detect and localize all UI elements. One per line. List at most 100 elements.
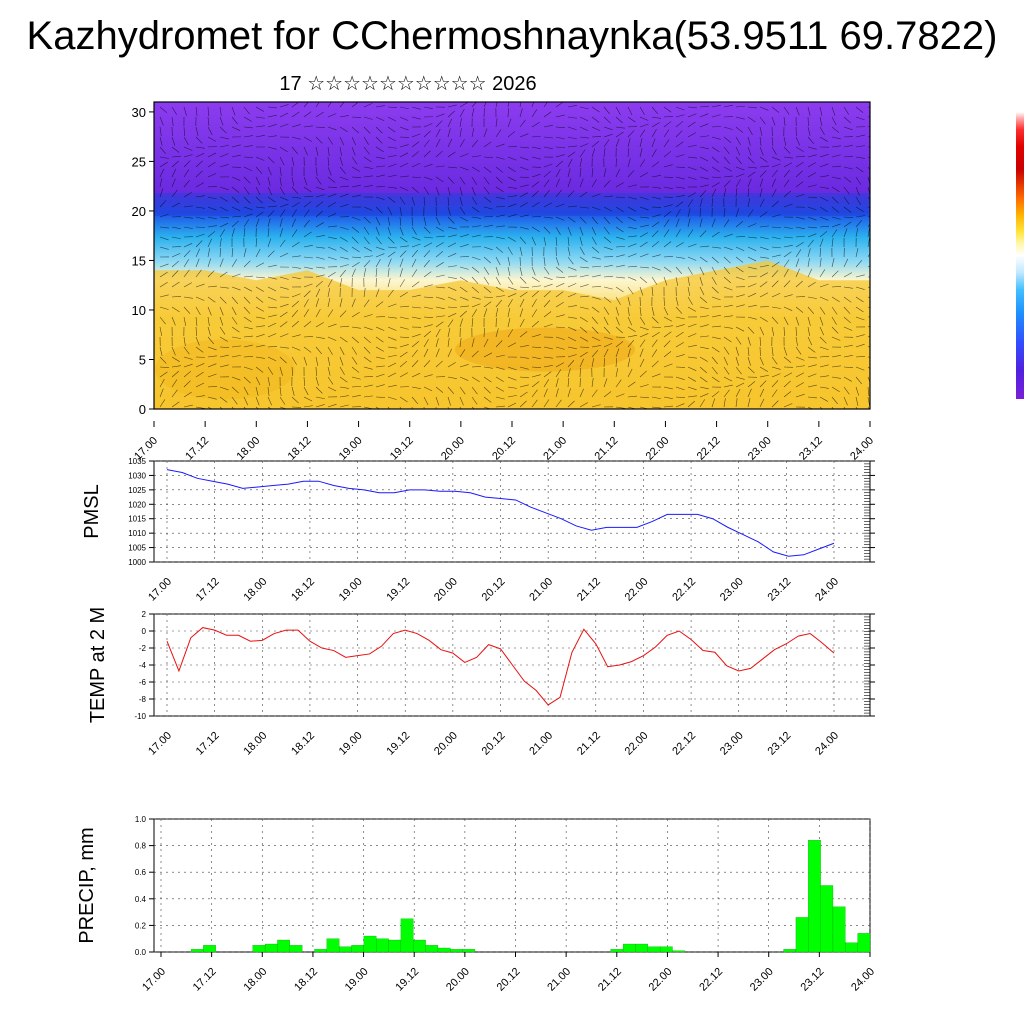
wind-barb <box>459 396 464 406</box>
wind-barb <box>315 136 323 144</box>
wind-barb <box>279 239 286 248</box>
wind-barb <box>807 233 817 238</box>
wind-barb <box>651 373 661 378</box>
precip-ytick-label: 0.2 <box>135 921 147 930</box>
wind-barb <box>807 162 816 168</box>
wind-barb <box>267 322 277 328</box>
wind-barb <box>195 363 205 368</box>
wind-barb <box>627 276 637 281</box>
wind-barb <box>855 156 865 159</box>
wind-barb <box>471 318 474 328</box>
wind-barb <box>279 123 289 128</box>
wind-barb <box>579 168 582 178</box>
wind-barb <box>795 326 797 337</box>
wind-barb <box>471 266 480 273</box>
wind-barb <box>243 126 253 129</box>
wind-barb <box>171 236 181 240</box>
wind-barb <box>675 242 684 248</box>
wind-barb <box>579 191 588 198</box>
wind-barb <box>375 165 385 168</box>
wind-barb <box>207 336 215 345</box>
pmsl-ytick-label: 1005 <box>128 544 146 553</box>
wind-barb <box>759 246 769 251</box>
wind-barb <box>711 218 716 228</box>
wind-barb <box>399 245 409 248</box>
wind-barb <box>591 246 600 253</box>
wind-barb <box>531 266 536 276</box>
precip-ytick-label: 0.6 <box>135 868 147 877</box>
wind-barb <box>831 396 838 405</box>
wind-barb <box>279 406 288 409</box>
wind-barb <box>291 255 301 258</box>
wind-barb <box>291 276 301 280</box>
wind-barb <box>819 364 829 368</box>
wind-barb <box>795 170 803 178</box>
wind-barb <box>183 126 185 136</box>
wind-barb <box>399 250 407 258</box>
wind-barb <box>855 406 858 409</box>
wind-barb <box>711 366 718 375</box>
wind-barb <box>387 396 397 400</box>
wind-barb <box>159 399 166 408</box>
pmsl-plot: 10001005101010151020102510301035PMSL17.0… <box>81 457 875 604</box>
wind-barb <box>783 294 793 298</box>
wind-barb <box>207 363 217 368</box>
wind-barb <box>747 198 751 208</box>
wind-barb <box>363 126 371 134</box>
wind-barb <box>447 253 457 258</box>
wind-barb <box>363 268 367 278</box>
wind-barb <box>867 325 870 328</box>
wind-barb <box>303 336 314 338</box>
wind-barb <box>699 146 709 150</box>
wind-barb <box>843 228 848 238</box>
wind-barb <box>303 283 313 288</box>
wind-barb <box>195 258 200 268</box>
wind-barb <box>699 190 707 198</box>
wind-barb <box>471 376 480 382</box>
wind-barb <box>327 366 331 376</box>
wind-barb <box>471 234 481 238</box>
wind-barb <box>159 366 169 369</box>
wind-barb <box>639 159 646 168</box>
wind-barb <box>711 325 721 328</box>
wind-barb <box>735 388 741 398</box>
wind-barb <box>351 376 361 380</box>
wind-barb <box>159 346 163 356</box>
wind-barb <box>831 216 841 220</box>
pmsl-ytick-label: 1035 <box>128 457 146 466</box>
wind-barb <box>255 196 263 204</box>
wind-barb <box>831 116 837 126</box>
wind-barb <box>399 144 409 148</box>
wind-barb <box>783 380 791 388</box>
section-ytick-label: 20 <box>132 204 146 219</box>
wind-barb <box>771 116 776 126</box>
wind-barb <box>723 346 730 355</box>
wind-barb <box>303 309 309 318</box>
wind-barb <box>579 246 585 255</box>
wind-barb <box>171 178 176 188</box>
section-xtick-label: 17.12 <box>183 435 211 463</box>
wind-barb <box>843 206 852 213</box>
wind-barb <box>435 242 444 248</box>
wind-barb <box>279 333 289 338</box>
wind-barb <box>459 349 466 358</box>
wind-barb <box>855 334 865 338</box>
wind-barb <box>291 266 301 269</box>
wind-barb <box>651 106 659 115</box>
wind-barb <box>651 196 661 200</box>
wind-barb <box>327 323 337 328</box>
wind-barb <box>183 154 193 158</box>
wind-barb <box>735 116 745 120</box>
wind-barb <box>411 243 421 248</box>
wind-barb <box>711 246 721 249</box>
wind-barb <box>843 396 848 406</box>
wind-barb <box>819 106 823 116</box>
wind-barb <box>495 266 500 276</box>
wind-barb <box>579 367 581 378</box>
wind-barb <box>219 396 228 403</box>
wind-barb <box>291 124 301 128</box>
wind-barb <box>531 201 540 208</box>
wind-barb <box>207 206 217 211</box>
wind-barb <box>447 151 456 158</box>
wind-barb <box>627 316 633 326</box>
